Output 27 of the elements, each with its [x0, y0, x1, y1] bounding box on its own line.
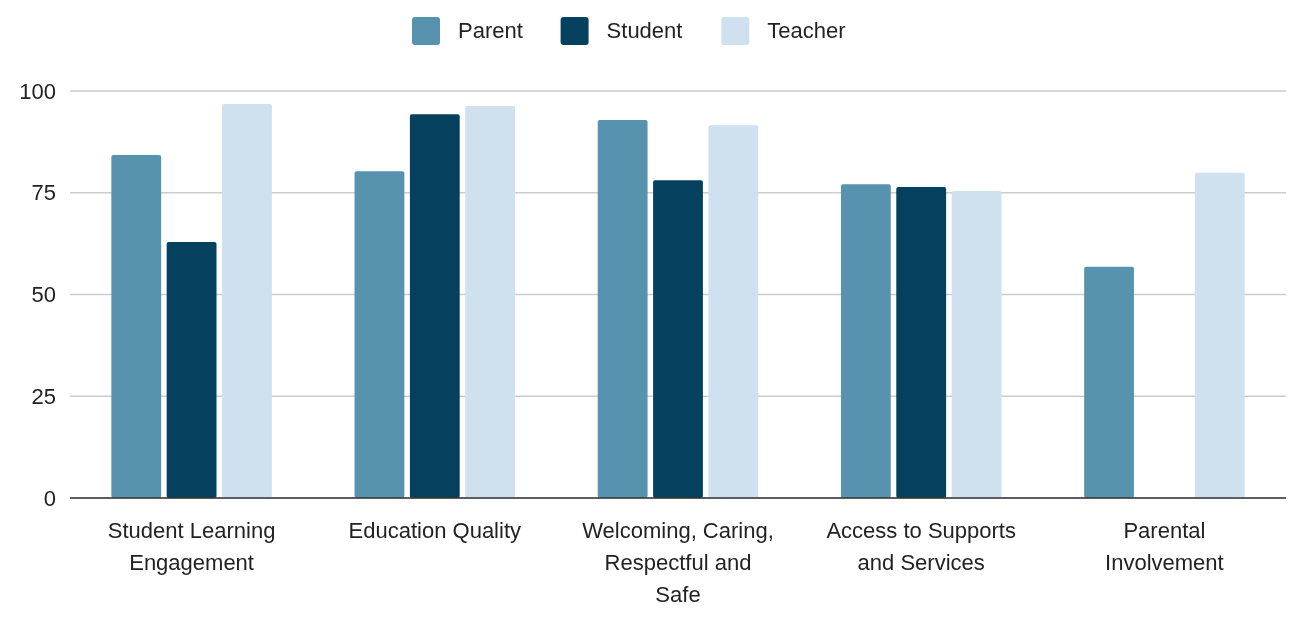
bar	[166, 242, 217, 498]
bar	[597, 119, 648, 498]
legend-label: Teacher	[767, 17, 846, 43]
bar	[222, 104, 272, 498]
bar	[896, 187, 947, 498]
bar	[111, 154, 162, 498]
y-tick-label: 100	[19, 78, 56, 104]
bar	[951, 191, 1002, 498]
bar	[1084, 266, 1134, 498]
x-tick-label: Student Learning Engagement	[107, 518, 276, 575]
legend-label: Parent	[458, 17, 523, 43]
y-tick-label: 0	[43, 485, 56, 511]
bar	[354, 171, 405, 498]
legend-label: Student	[606, 17, 683, 43]
y-tick-label: 75	[31, 180, 56, 206]
bar	[653, 180, 703, 498]
bar	[840, 184, 891, 498]
bar	[409, 114, 460, 498]
y-tick-label: 25	[31, 383, 56, 409]
y-tick-label: 50	[31, 282, 56, 308]
x-tick-label: Welcoming, Caring, Respectful and Safe	[582, 518, 774, 607]
bar	[708, 125, 759, 498]
bar	[1194, 172, 1245, 498]
x-tick-label: Education Quality	[348, 518, 522, 543]
x-tick-label: Parental Involvement	[1105, 518, 1224, 575]
x-tick-label: Access to Supports and Services	[826, 518, 1016, 575]
bar	[465, 106, 516, 498]
